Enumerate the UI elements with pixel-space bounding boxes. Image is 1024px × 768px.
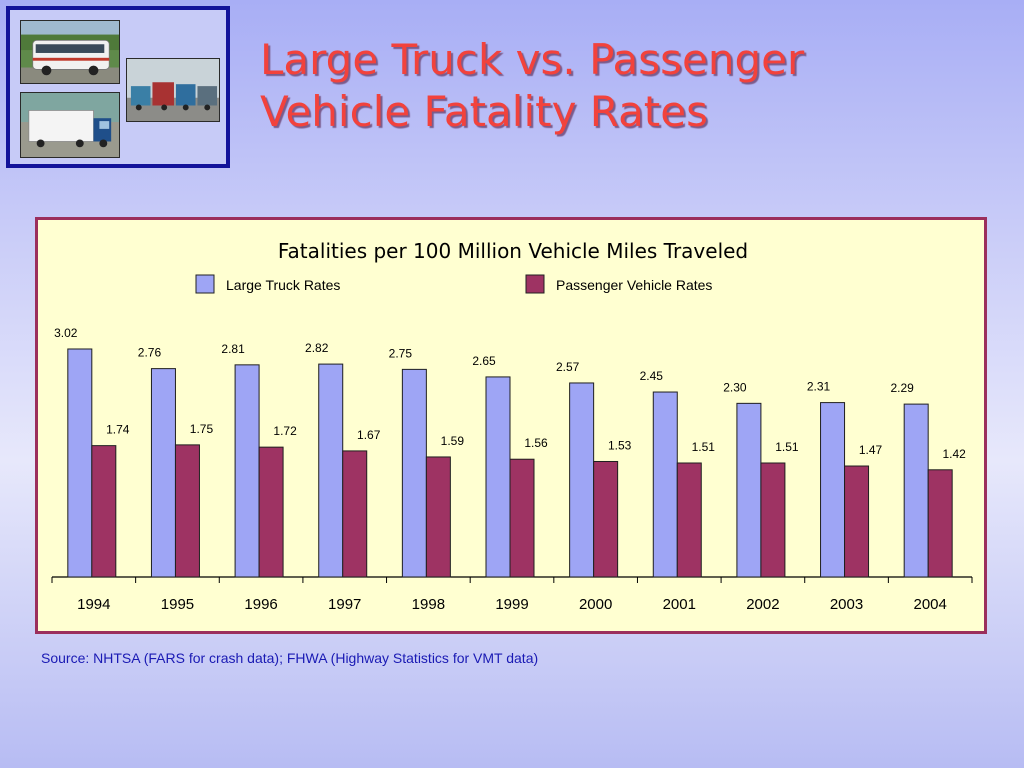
passenger-bar-1994 xyxy=(91,445,117,578)
plot-area: 3.02 1.74 1994 2.76 1.75 1995 2.81 1.72 1996 2.82… xyxy=(51,326,973,613)
legend-swatch-0 xyxy=(195,274,215,294)
passenger-value-label-1997: 1.67 xyxy=(357,428,381,442)
legend-label-0: Large Truck Rates xyxy=(226,277,340,293)
passenger-bar-2004 xyxy=(927,469,953,578)
truck-bar-1999 xyxy=(485,376,511,578)
truck-bar-1996 xyxy=(234,364,260,578)
x-tick-label-2003: 2003 xyxy=(830,596,863,613)
truck-bar-1998 xyxy=(401,368,427,578)
passenger-value-label-1998: 1.59 xyxy=(441,434,465,448)
truck-bar-1997 xyxy=(318,363,344,578)
x-tick-label-2000: 2000 xyxy=(579,596,612,613)
truck-bar-1994 xyxy=(67,348,93,578)
truck-value-label-2000: 2.57 xyxy=(556,360,580,374)
passenger-bar-1998 xyxy=(425,456,451,578)
passenger-value-label-1996: 1.72 xyxy=(273,424,297,438)
source-note: Source: NHTSA (FARS for crash data); FHW… xyxy=(41,650,539,666)
x-tick-label-1994: 1994 xyxy=(77,596,110,613)
truck-bar-1995 xyxy=(150,368,176,578)
truck-bar-2001 xyxy=(652,391,678,578)
x-tick-label-2001: 2001 xyxy=(663,596,696,613)
passenger-bar-1995 xyxy=(174,444,200,578)
passenger-bar-2001 xyxy=(676,462,702,578)
truck-value-label-2004: 2.29 xyxy=(891,381,915,395)
slide-title-line-2: Vehicle Fatality Rates xyxy=(260,87,708,136)
truck-bar-2004 xyxy=(903,403,929,578)
passenger-value-label-1999: 1.56 xyxy=(524,436,548,450)
passenger-value-label-2002: 1.51 xyxy=(775,440,799,454)
chart-title: Fatalities per 100 Million Vehicle Miles… xyxy=(278,239,748,263)
passenger-bar-1997 xyxy=(342,450,368,578)
passenger-value-label-2003: 1.47 xyxy=(859,443,883,457)
truck-value-label-1999: 2.65 xyxy=(472,354,496,368)
semi-truck-photo xyxy=(20,92,120,158)
photo-collage xyxy=(6,6,230,168)
x-tick-label-1997: 1997 xyxy=(328,596,361,613)
x-tick-label-2004: 2004 xyxy=(913,596,946,613)
truck-bar-2002 xyxy=(736,402,762,578)
x-tick-label-1998: 1998 xyxy=(412,596,445,613)
x-tick-label-1999: 1999 xyxy=(495,596,528,613)
passenger-bar-2003 xyxy=(844,465,870,578)
chart-legend: Large Truck Rates Passenger Vehicle Rates xyxy=(195,274,712,294)
legend-label-1: Passenger Vehicle Rates xyxy=(556,277,712,293)
passenger-bar-2002 xyxy=(760,462,786,578)
truck-value-label-2001: 2.45 xyxy=(640,369,664,383)
legend-swatch-1 xyxy=(525,274,545,294)
slide-title: Large Truck vs. Passenger Vehicle Fatali… xyxy=(260,34,804,138)
x-tick-label-1996: 1996 xyxy=(244,596,277,613)
passenger-bar-1996 xyxy=(258,446,284,578)
truck-value-label-1997: 2.82 xyxy=(305,341,329,355)
passenger-value-label-1994: 1.74 xyxy=(106,423,130,437)
bar-chart: Fatalities per 100 Million Vehicle Miles… xyxy=(51,239,973,613)
passenger-value-label-2004: 1.42 xyxy=(943,447,967,461)
passenger-value-label-2001: 1.51 xyxy=(692,440,716,454)
passenger-value-label-2000: 1.53 xyxy=(608,438,632,452)
chart-panel: Fatalities per 100 Million Vehicle Miles… xyxy=(35,217,987,634)
tour-bus-photo xyxy=(20,20,120,84)
truck-bar-2000 xyxy=(569,382,595,578)
truck-bar-2003 xyxy=(820,402,846,578)
parked-trucks-photo xyxy=(126,58,220,122)
truck-value-label-1998: 2.75 xyxy=(389,346,413,360)
x-tick-label-1995: 1995 xyxy=(161,596,194,613)
passenger-value-label-1995: 1.75 xyxy=(190,422,214,436)
truck-value-label-1996: 2.81 xyxy=(221,342,245,356)
truck-value-label-1995: 2.76 xyxy=(138,346,162,360)
passenger-bar-2000 xyxy=(593,460,619,578)
truck-value-label-2003: 2.31 xyxy=(807,380,831,394)
truck-value-label-1994: 3.02 xyxy=(54,326,78,340)
passenger-bar-1999 xyxy=(509,458,535,578)
truck-value-label-2002: 2.30 xyxy=(723,380,747,394)
slide-title-line-1: Large Truck vs. Passenger xyxy=(260,35,805,84)
x-tick-label-2002: 2002 xyxy=(746,596,779,613)
